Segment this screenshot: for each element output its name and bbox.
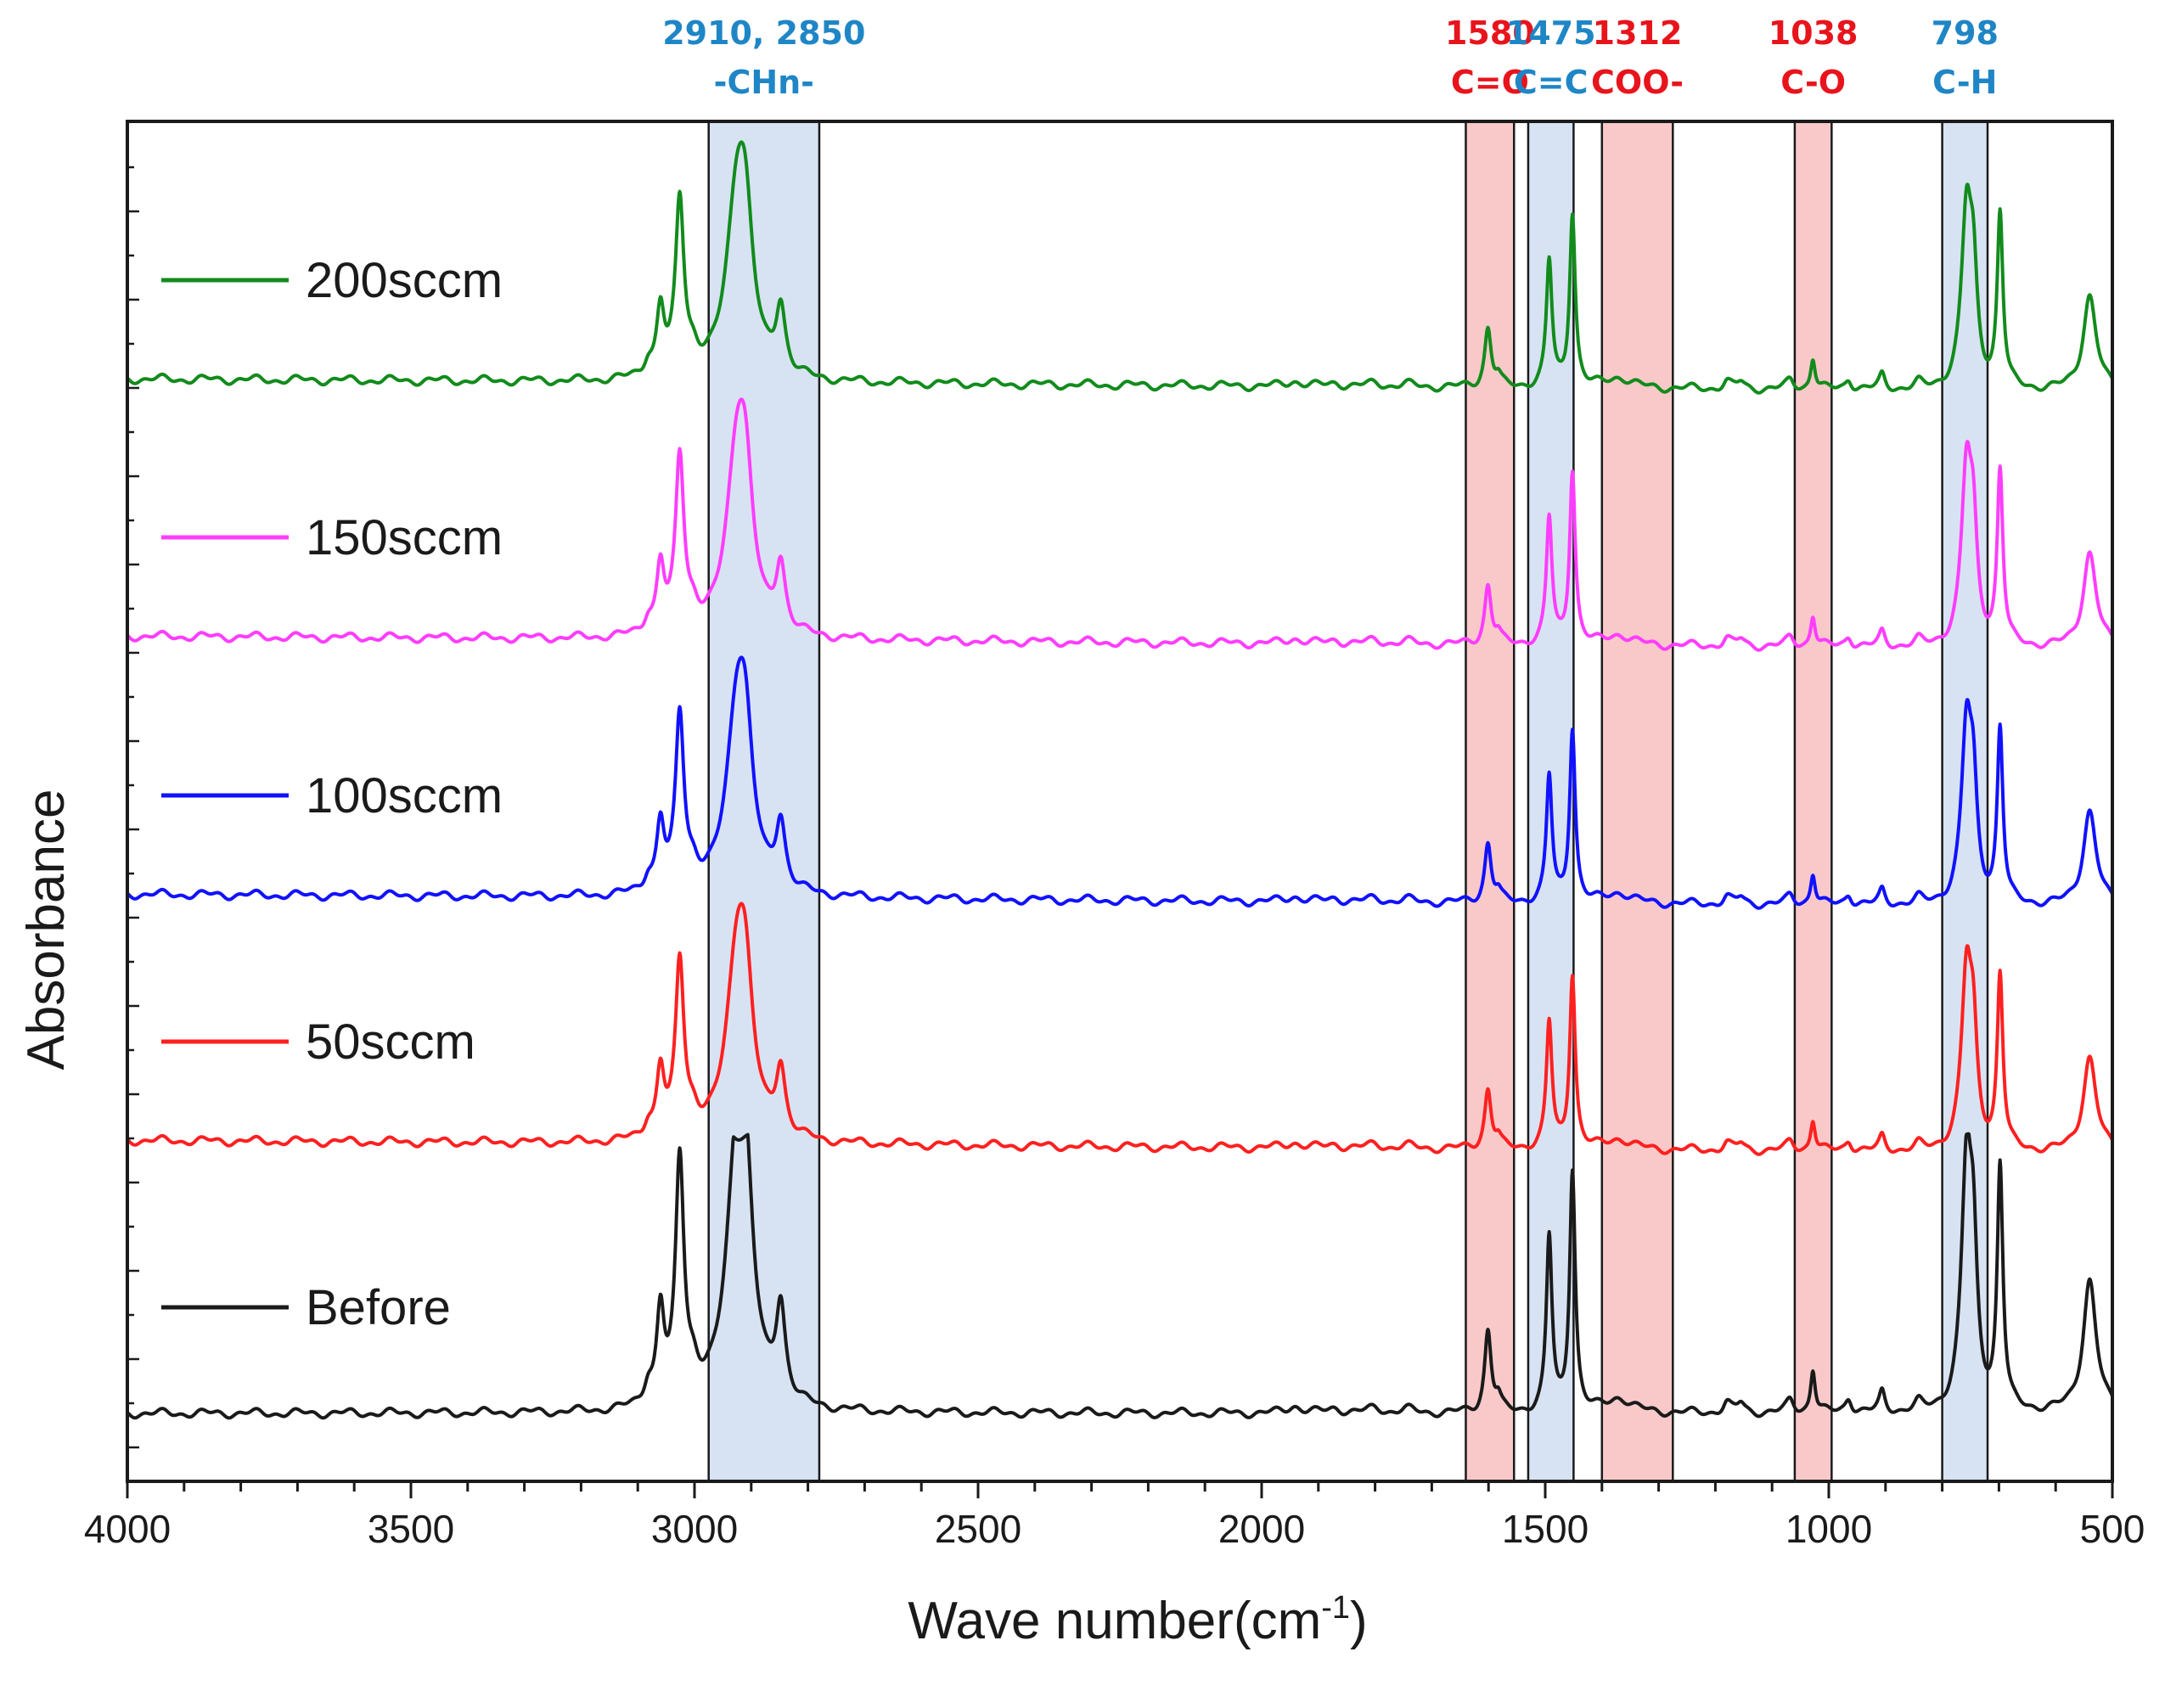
plot-frame	[126, 120, 2114, 1483]
band-cc-label-1: 1475	[1506, 14, 1596, 52]
x-axis-title-sup: -1	[1321, 1590, 1350, 1626]
series-line-100sccm	[126, 655, 2114, 910]
x-axis-ticks: 4000 3500 3000 2500 2000 1500 1000 500	[84, 1481, 2145, 1551]
band-c-o	[1793, 120, 1833, 1483]
absorption-bands	[707, 120, 1989, 1483]
band-cc-label-2: C=C	[1514, 64, 1589, 101]
spectra-traces	[126, 140, 2114, 1420]
series-line-Before	[126, 1132, 2114, 1420]
y-axis-ticks	[127, 166, 139, 1449]
x-tick-label-2500: 2500	[935, 1507, 1021, 1551]
legend: Before 50sccm 100sccm 150sccm 200sccm	[161, 253, 503, 1335]
band-coo-label-2: COO-	[1591, 64, 1684, 101]
y-axis-title: Absorbance	[17, 789, 76, 1070]
x-tick-label-500: 500	[2080, 1507, 2145, 1551]
band-ch-798-label-1: 798	[1932, 14, 1999, 52]
x-tick-label-2000: 2000	[1218, 1507, 1305, 1551]
band-coo	[1600, 120, 1674, 1483]
series-line-200sccm	[126, 140, 2114, 395]
legend-label-200sccm: 200sccm	[306, 253, 503, 308]
x-tick-label-3000: 3000	[651, 1507, 738, 1551]
x-axis-title-close: )	[1350, 1592, 1368, 1650]
legend-label-50sccm: 50sccm	[306, 1014, 475, 1070]
series-line-150sccm	[126, 397, 2114, 652]
band-co-1580-label-1: 1580	[1445, 14, 1535, 52]
band-co-1580-label-2: C=O	[1451, 64, 1529, 101]
band-ch	[707, 120, 821, 1483]
legend-label-150sccm: 150sccm	[306, 510, 503, 565]
x-tick-label-3500: 3500	[368, 1507, 454, 1551]
band-ch-798	[1941, 120, 1989, 1483]
band-c-o-label-2: C-O	[1780, 64, 1846, 101]
x-tick-label-1500: 1500	[1502, 1507, 1589, 1551]
x-axis-title: Wave number(cm-1)	[908, 1590, 1367, 1650]
legend-label-Before: Before	[306, 1280, 451, 1335]
x-axis-title-main: Wave number(cm	[908, 1592, 1321, 1650]
x-tick-label-4000: 4000	[84, 1507, 171, 1551]
series-line-50sccm	[126, 902, 2114, 1156]
band-co-1580	[1465, 120, 1516, 1483]
band-c-o-label-1: 1038	[1769, 14, 1859, 52]
band-ch-798-label-2: C-H	[1932, 64, 1997, 101]
x-tick-label-1000: 1000	[1785, 1507, 1872, 1551]
legend-label-100sccm: 100sccm	[306, 768, 503, 823]
band-ch-label-1: 2910, 2850	[662, 14, 865, 52]
band-coo-label-1: 1312	[1593, 14, 1683, 52]
band-ch-label-2: -CHn-	[714, 64, 814, 101]
